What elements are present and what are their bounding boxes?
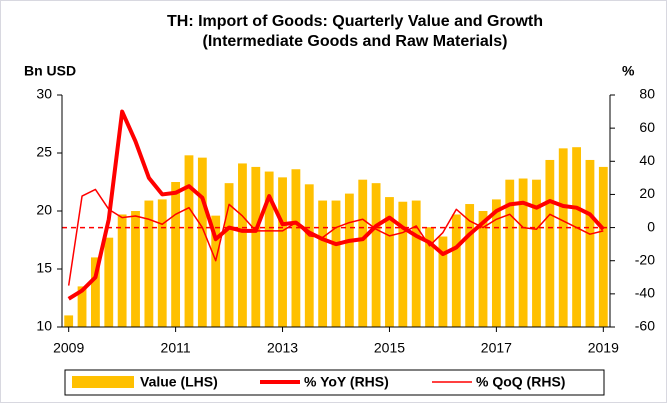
x-tick-label: 2011: [161, 340, 191, 356]
y2-tick-label: -40: [635, 285, 655, 301]
bar: [197, 157, 207, 327]
bar: [171, 182, 181, 327]
bar: [598, 166, 608, 327]
chart-title: TH: Import of Goods: Quarterly Value and…: [167, 13, 543, 30]
x-tick-label: 2015: [374, 340, 405, 356]
bar: [398, 201, 408, 327]
bar: [224, 183, 234, 327]
bar: [304, 184, 314, 327]
bar: [117, 214, 127, 327]
bar: [278, 177, 287, 327]
y2-tick-label: -20: [635, 251, 655, 267]
y2-axis-label: %: [622, 63, 635, 79]
bar: [251, 166, 261, 327]
bar: [184, 155, 194, 327]
y-tick-label: 20: [36, 202, 52, 218]
y-tick-label: 10: [36, 318, 52, 334]
y-tick-label: 30: [36, 86, 52, 102]
bar: [64, 315, 74, 327]
y2-tick-label: 80: [639, 86, 655, 102]
bar: [465, 204, 475, 327]
bar: [344, 193, 354, 327]
bar: [572, 147, 581, 327]
bar: [558, 148, 568, 327]
bar: [358, 179, 368, 327]
y-axis-label: Bn USD: [24, 63, 76, 79]
bar: [518, 178, 528, 327]
bar: [371, 183, 381, 327]
y2-tick-label: 20: [639, 185, 655, 201]
y2-tick-label: 0: [647, 218, 655, 234]
bar: [211, 215, 221, 327]
bar: [77, 286, 87, 327]
bar: [131, 211, 140, 327]
x-tick-label: 2013: [267, 340, 298, 356]
y-tick-label: 25: [36, 144, 52, 160]
line: [67, 109, 605, 301]
bar: [478, 211, 488, 327]
chart-subtitle: (Intermediate Goods and Raw Materials): [203, 33, 508, 50]
bar: [505, 179, 515, 327]
bar: [411, 200, 421, 327]
bar: [532, 179, 541, 327]
legend-label: % QoQ (RHS): [476, 374, 565, 390]
bar: [385, 197, 394, 327]
legend-label: Value (LHS): [140, 374, 218, 390]
bar: [157, 199, 167, 327]
bar: [318, 200, 328, 327]
bar: [238, 163, 247, 327]
bar: [264, 171, 274, 327]
bar: [451, 214, 461, 327]
bar: [91, 257, 100, 327]
x-tick-label: 2019: [588, 340, 619, 356]
y2-tick-label: 60: [639, 119, 655, 135]
y2-tick-label: -60: [635, 318, 655, 334]
y2-tick-label: 40: [639, 152, 655, 168]
bar: [585, 159, 595, 327]
bar: [331, 200, 341, 327]
bar: [425, 227, 434, 327]
line: [67, 188, 604, 286]
bar: [491, 199, 501, 327]
bar: [104, 237, 114, 327]
x-tick-label: 2017: [481, 340, 512, 356]
bar: [291, 169, 301, 327]
legend-label: % YoY (RHS): [304, 374, 389, 390]
bar: [144, 200, 154, 327]
legend-box: [64, 369, 605, 396]
y-tick-label: 15: [36, 260, 52, 276]
legend-swatch: [72, 376, 134, 388]
bar: [545, 159, 555, 327]
bar: [438, 236, 448, 327]
x-tick-label: 2009: [53, 340, 84, 356]
